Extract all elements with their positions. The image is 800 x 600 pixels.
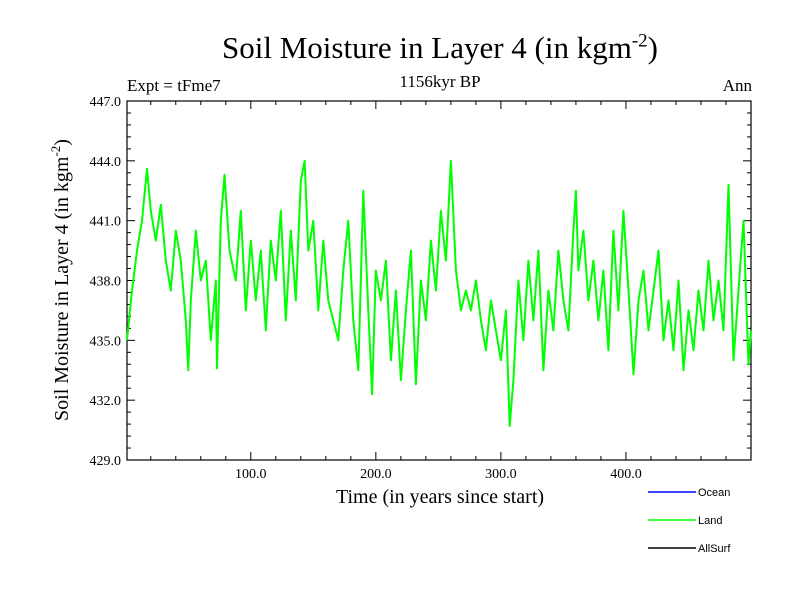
experiment-label: Expt = tFme7 <box>127 76 221 95</box>
plot-area-frame <box>126 100 752 461</box>
season-label: Ann <box>722 76 752 95</box>
y-tick-label: 435.0 <box>90 334 122 349</box>
y-tick-label: 429.0 <box>90 454 122 469</box>
chart-title: Soil Moisture in Layer 4 (in kgm-2) <box>222 30 658 65</box>
y-axis-label: Soil Moisture in Layer 4 (in kgm-2) <box>48 139 73 421</box>
y-tick-label: 447.0 <box>90 95 122 110</box>
series-line-land <box>126 159 752 428</box>
legend-label-ocean: Ocean <box>698 487 730 499</box>
y-tick-label: 438.0 <box>90 275 122 290</box>
y-tick-label: 432.0 <box>90 394 122 409</box>
x-tick-label: 300.0 <box>485 467 517 482</box>
chart-subtitle: 1156kyr BP <box>399 72 481 91</box>
x-tick-label: 400.0 <box>610 467 642 482</box>
x-tick-label: 200.0 <box>360 467 392 482</box>
y-tick-label: 444.0 <box>90 155 122 170</box>
y-tick-label: 441.0 <box>90 215 122 230</box>
x-tick-label: 100.0 <box>235 467 267 482</box>
legend-label-land: Land <box>698 515 722 527</box>
x-axis-label: Time (in years since start) <box>336 486 544 508</box>
legend-label-allsurf: AllSurf <box>698 543 731 555</box>
